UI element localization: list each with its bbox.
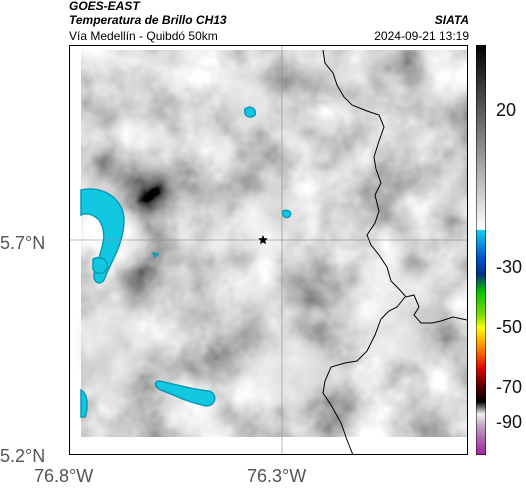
colorbar-tick-label: -90 bbox=[496, 412, 523, 432]
product-title: Temperatura de Brillo CH13 bbox=[69, 13, 227, 27]
latitude-label: 5.2°N bbox=[0, 446, 46, 466]
cold-cloud-tops bbox=[80, 106, 292, 418]
map-frame bbox=[69, 45, 468, 455]
satellite-name: GOES-EAST bbox=[69, 0, 140, 13]
longitude-label: 76.8°W bbox=[34, 466, 94, 486]
longitude-label: 76.3°W bbox=[247, 466, 307, 486]
star-icon[interactable] bbox=[258, 235, 268, 245]
temperature-colorbar bbox=[476, 45, 486, 455]
bright-cloud-patches bbox=[74, 80, 439, 405]
colorbar-tick-label: -30 bbox=[496, 257, 523, 277]
graticule bbox=[69, 45, 468, 455]
datetime-label: 2024-09-21 13:19 bbox=[374, 29, 469, 43]
colorbar-tick-label: -50 bbox=[496, 317, 523, 337]
satellite-map[interactable] bbox=[69, 45, 468, 455]
colorbar-tick-label: -70 bbox=[496, 377, 523, 397]
country-border-lines bbox=[322, 49, 468, 455]
latitude-label: 5.7°N bbox=[0, 233, 46, 253]
location-subtitle: Vía Medellín - Quibdó 50km bbox=[69, 29, 218, 43]
colorbar-tick-label: 20 bbox=[496, 100, 517, 120]
organization-name: SIATA bbox=[434, 13, 469, 27]
